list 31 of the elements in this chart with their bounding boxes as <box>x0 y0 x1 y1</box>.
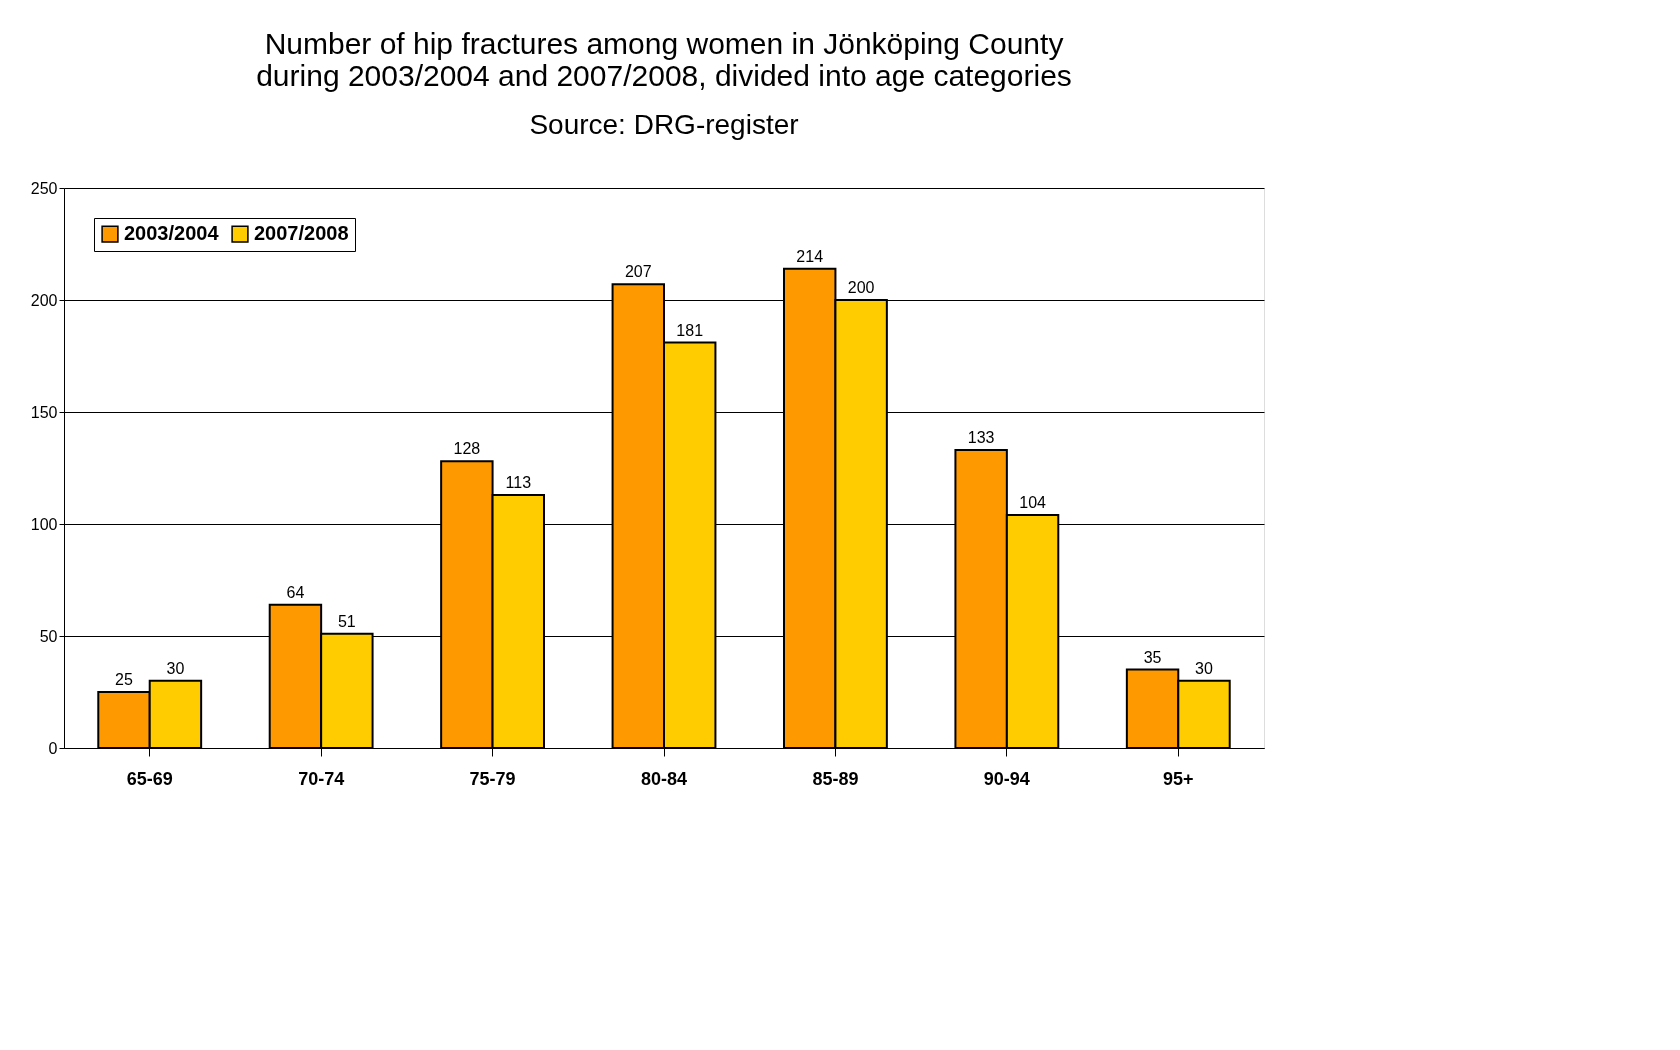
x-tick-label: 95+ <box>1163 768 1194 789</box>
data-label: 25 <box>115 671 133 688</box>
data-label: 200 <box>847 279 875 296</box>
y-tick-label: 250 <box>30 179 58 197</box>
data-label: 30 <box>1195 659 1213 677</box>
y-tick-label: 0 <box>48 739 58 757</box>
x-tick-label: 85-89 <box>812 768 859 789</box>
data-label: 113 <box>505 473 532 491</box>
y-tick-label: 150 <box>30 403 58 421</box>
x-tick-label: 75-79 <box>469 768 516 789</box>
legend-label: 2003/2004 <box>124 222 220 245</box>
data-label: 51 <box>337 612 356 630</box>
data-label: 133 <box>967 429 995 447</box>
x-tick-label: 65-69 <box>126 768 173 789</box>
data-label: 35 <box>1143 648 1162 666</box>
chart-title: Number of hip fractures among women in Jönköping County during 2003/2004 and 2007/2008, divided into age categories <box>256 27 1072 92</box>
data-label: 128 <box>453 440 481 458</box>
y-tick-label: 100 <box>30 515 58 533</box>
data-label: 181 <box>676 321 704 339</box>
y-tick-label: 200 <box>30 291 58 309</box>
legend-label: 2007/2008 <box>254 222 349 245</box>
data-label: 30 <box>166 659 185 677</box>
data-label: 214 <box>796 247 824 265</box>
chart-subtitle: Source: DRG-register <box>529 109 799 140</box>
x-tick-label: 70-74 <box>298 768 345 789</box>
y-tick-label: 50 <box>39 627 58 645</box>
x-tick-label: 90-94 <box>983 768 1030 789</box>
data-label: 104 <box>1019 494 1047 512</box>
data-label: 207 <box>624 263 652 281</box>
data-label: 64 <box>286 583 305 601</box>
x-tick-label: 80-84 <box>640 768 688 789</box>
